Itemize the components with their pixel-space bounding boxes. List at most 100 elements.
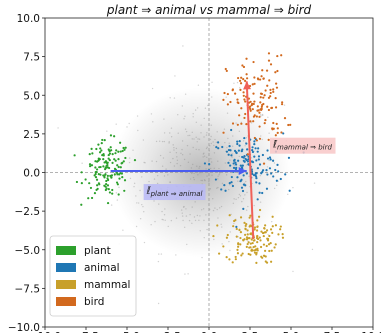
background-point: [126, 126, 128, 128]
scatter-point: [258, 191, 261, 194]
scatter-point: [224, 67, 227, 71]
scatter-point: [241, 148, 244, 151]
scatter-point: [253, 251, 257, 254]
vector-label-main: ℓ̄: [273, 140, 278, 151]
scatter-point: [261, 169, 265, 172]
scatter-point: [252, 120, 255, 123]
scatter-point: [218, 252, 221, 255]
scatter-point: [253, 114, 256, 117]
scatter-point: [231, 122, 235, 125]
scatter-point: [106, 174, 109, 177]
scatter-point: [253, 226, 257, 229]
scatter-point: [235, 225, 238, 229]
background-point: [212, 141, 214, 143]
background-point: [311, 248, 314, 251]
background-point: [220, 223, 222, 225]
background-point: [169, 97, 171, 99]
scatter-point: [215, 145, 218, 149]
background-point: [158, 253, 160, 255]
background-point: [224, 162, 226, 164]
scatter-point: [289, 123, 292, 126]
scatter-point: [249, 109, 252, 112]
background-point: [179, 164, 182, 167]
scatter-point: [242, 65, 246, 69]
scatter-point: [270, 172, 273, 175]
background-point: [136, 115, 139, 117]
y-tick-label: −7.5: [15, 283, 41, 295]
background-point: [221, 243, 223, 245]
y-tick-label: 5.0: [23, 90, 40, 102]
background-point: [233, 198, 235, 200]
background-point: [164, 208, 166, 210]
scatter-point: [243, 116, 246, 120]
scatter-point: [233, 158, 236, 161]
scatter-point: [269, 88, 272, 91]
scatter-point: [244, 233, 247, 236]
background-point: [242, 198, 245, 200]
scatter-point: [102, 154, 105, 157]
scatter-point: [267, 243, 271, 246]
background-point: [169, 181, 171, 183]
scatter-point: [262, 234, 265, 238]
background-point: [203, 236, 205, 239]
background-point: [276, 184, 278, 187]
scatter-point: [232, 166, 236, 170]
y-tick-label: 2.5: [23, 129, 40, 141]
scatter-point: [242, 159, 245, 162]
background-point: [238, 87, 241, 89]
scatter-point: [239, 216, 243, 219]
scatter-point: [236, 176, 239, 179]
scatter-point: [251, 161, 255, 164]
scatter-point: [251, 148, 254, 152]
scatter-point: [222, 245, 225, 248]
scatter-point: [96, 160, 99, 163]
scatter-point: [281, 233, 284, 236]
scatter-point: [90, 164, 94, 167]
background-point: [187, 161, 190, 164]
background-point: [198, 149, 200, 151]
scatter-point: [251, 108, 254, 111]
scatter-point: [258, 125, 261, 128]
scatter-point: [240, 107, 243, 110]
scatter-point: [259, 245, 263, 249]
scatter-point: [121, 149, 124, 153]
x-tick-label: 10.0: [361, 331, 381, 333]
scatter-point: [275, 82, 278, 85]
scatter-point: [261, 153, 264, 157]
vector-label-sub: plant ⇒ animal: [150, 190, 203, 198]
scatter-point: [256, 241, 259, 244]
background-point: [163, 132, 166, 134]
scatter-point: [101, 138, 104, 142]
scatter-point: [256, 249, 259, 252]
scatter-point: [276, 131, 279, 134]
scatter-point: [105, 183, 108, 186]
background-point: [183, 205, 185, 208]
scatter-point: [107, 153, 110, 157]
background-point: [186, 243, 188, 246]
background-point: [191, 222, 193, 225]
background-point: [163, 214, 166, 216]
scatter-point: [106, 177, 109, 180]
scatter-point: [88, 163, 92, 166]
background-point: [173, 149, 175, 151]
scatter-point: [281, 236, 285, 239]
background-point: [231, 156, 233, 158]
scatter-point: [256, 167, 259, 170]
scatter-point: [270, 249, 273, 252]
background-point: [209, 188, 212, 190]
background-point: [195, 121, 198, 124]
background-point: [268, 159, 270, 162]
x-tick-label: 5.0: [283, 331, 300, 333]
background-point: [231, 183, 233, 185]
scatter-point: [245, 73, 248, 76]
scatter-point: [230, 128, 233, 132]
scatter-point: [109, 134, 113, 137]
scatter-point: [228, 182, 231, 185]
background-point: [106, 130, 108, 132]
scatter-point: [239, 231, 243, 234]
scatter-point: [280, 103, 284, 106]
scatter-point: [260, 255, 263, 258]
background-point: [198, 167, 200, 169]
background-point: [231, 153, 233, 155]
background-point: [292, 270, 294, 273]
